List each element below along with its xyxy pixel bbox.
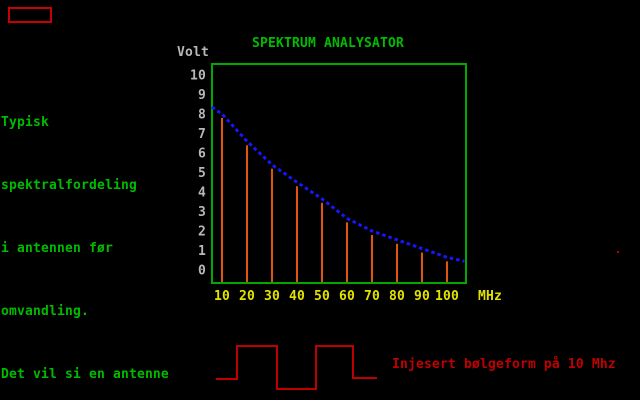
injected-waveform	[216, 345, 377, 390]
x-tick-label: 20	[239, 289, 255, 304]
y-tick-label: 10	[190, 69, 206, 84]
note-line: spektralfordeling	[1, 178, 137, 193]
y-tick-label: 1	[198, 244, 206, 259]
note-line: Det vil si en antenne	[1, 367, 169, 382]
waveform-caption: Injesert bølgeform på 10 Mhz	[392, 357, 616, 372]
y-tick-label: 8	[198, 108, 206, 123]
y-axis-title: Volt	[177, 45, 209, 60]
envelope-curve	[211, 105, 465, 263]
plot-border	[211, 63, 467, 284]
note-line: Typisk	[1, 115, 49, 130]
x-axis-unit: MHz	[478, 289, 502, 304]
y-tick-label: 6	[198, 147, 206, 162]
y-tick-label: 4	[198, 186, 206, 201]
y-tick-label: 3	[198, 205, 206, 220]
note-line: i antennen før	[1, 241, 113, 256]
x-tick-label: 70	[364, 289, 380, 304]
x-tick-label: 100	[435, 289, 459, 304]
x-tick-label: 80	[389, 289, 405, 304]
x-tick-label: 50	[314, 289, 330, 304]
red-marker-box	[8, 7, 52, 23]
y-tick-label: 5	[198, 166, 206, 181]
y-tick-label: 0	[198, 264, 206, 279]
stray-red-pixel	[617, 251, 619, 253]
x-tick-label: 60	[339, 289, 355, 304]
x-tick-label: 40	[289, 289, 305, 304]
left-note: Typisk spektralfordeling i antennen før …	[1, 70, 169, 400]
x-tick-label: 30	[264, 289, 280, 304]
y-tick-label: 2	[198, 225, 206, 240]
chart-title: SPEKTRUM ANALYSATOR	[252, 36, 404, 51]
note-line: omvandling.	[1, 304, 89, 319]
x-tick-label: 90	[414, 289, 430, 304]
y-tick-label: 7	[198, 127, 206, 142]
x-tick-label: 10	[214, 289, 230, 304]
y-tick-label: 9	[198, 88, 206, 103]
